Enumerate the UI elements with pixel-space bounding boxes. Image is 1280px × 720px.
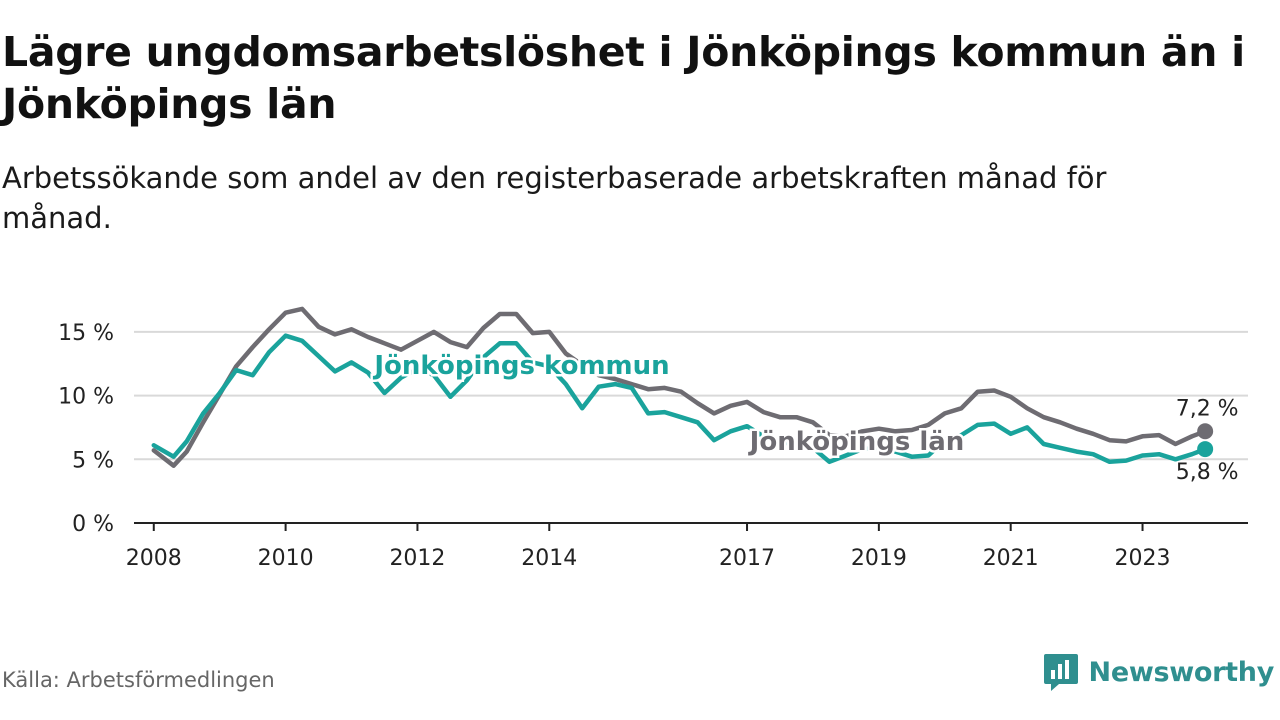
newsworthy-logo-icon: [1043, 654, 1078, 691]
kommun-series-label: Jönköpings kommun: [372, 351, 669, 381]
source-note: Källa: Arbetsförmedlingen: [2, 668, 275, 692]
series-lines: [151, 306, 1208, 468]
chart-title: Lägre ungdomsarbetslöshet i Jönköpings k…: [2, 28, 1245, 128]
kommun-end-label: 5,8 %: [1176, 460, 1239, 485]
x-tick-label: 2014: [521, 546, 577, 571]
x-tick-label: 2023: [1115, 546, 1171, 571]
x-tick-label: 2008: [126, 546, 182, 571]
y-tick-label: 5 %: [72, 448, 114, 473]
x-tick-label: 2019: [851, 546, 907, 571]
lan-series-label: Jönköpings län: [748, 427, 965, 457]
gridlines: [134, 330, 1248, 461]
brand-name: Newsworthy: [1088, 656, 1275, 688]
kommun-series-line: [151, 333, 1208, 465]
x-tick-label: 2017: [719, 546, 775, 571]
series-labels: Jönköpings kommun Jönköpings län: [370, 349, 967, 460]
brand-logo: Newsworthy: [1043, 652, 1274, 692]
end-markers: 7,2 % 5,8 %: [1176, 396, 1239, 485]
y-axis-ticks: 0 % 5 % 10 % 15 %: [58, 321, 114, 537]
x-tick-label: 2021: [983, 546, 1039, 571]
y-tick-label: 10 %: [58, 385, 114, 410]
x-tick-label: 2010: [258, 546, 314, 571]
y-tick-label: 15 %: [58, 321, 114, 346]
x-tick-label: 2012: [389, 546, 445, 571]
kommun-end-dot: [1197, 441, 1214, 458]
lan-end-label: 7,2 %: [1176, 396, 1239, 421]
chart-subtitle: Arbetssökande som andel av den registerb…: [2, 161, 1107, 235]
y-tick-label: 0 %: [72, 512, 114, 537]
x-axis-ticks: 2008 2010 2012 2014 2017 2019 2021 2023: [126, 523, 1171, 571]
lan-end-dot: [1197, 423, 1214, 440]
lan-series-line: [151, 306, 1208, 468]
